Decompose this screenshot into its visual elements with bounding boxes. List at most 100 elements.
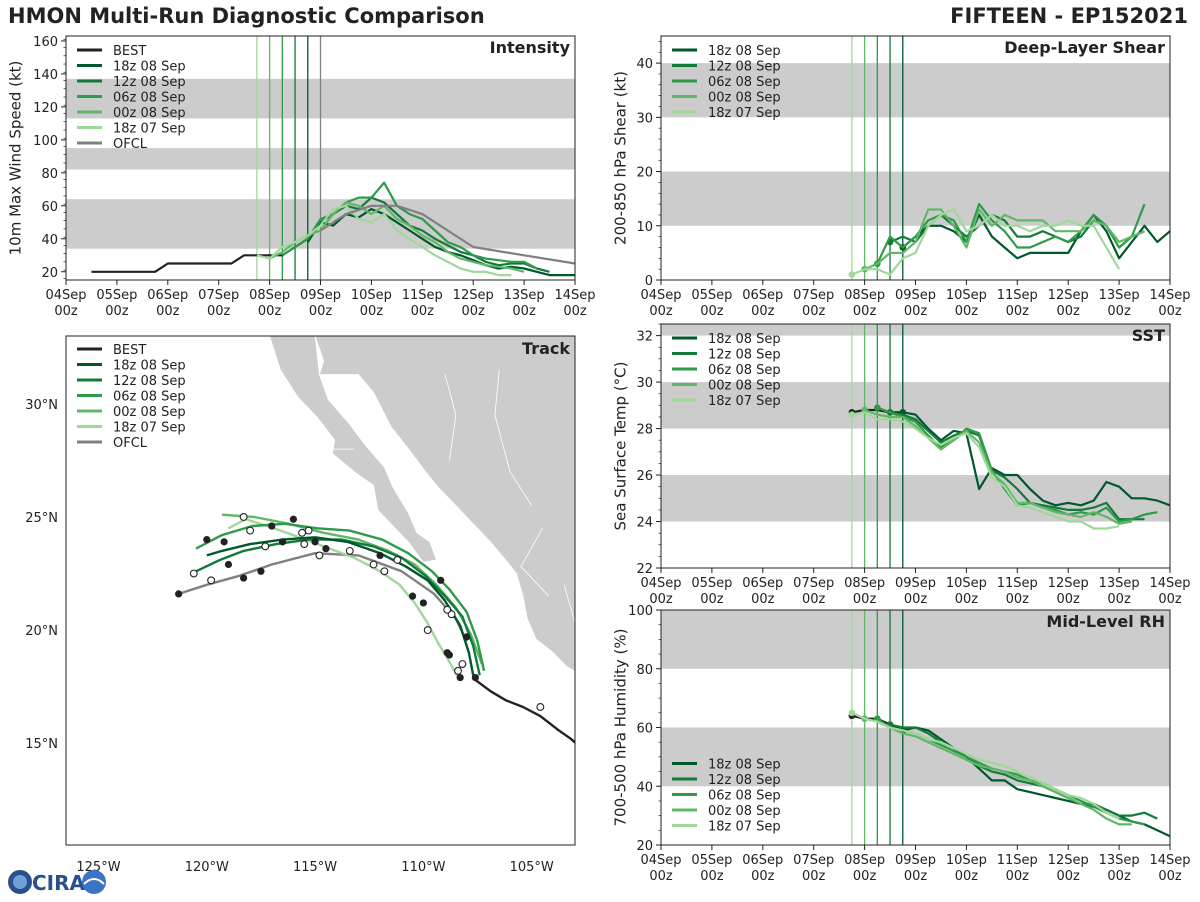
x-tick-label: 06Sep xyxy=(147,288,188,303)
x-tick-label: 04Sep xyxy=(45,288,86,303)
track-marker-filled xyxy=(175,590,183,598)
x-tick-label: 12Sep xyxy=(453,288,494,303)
x-tick-label: 14Sep xyxy=(554,288,595,303)
x-tick-label: 00z xyxy=(904,592,928,607)
x-tick-label: 00z xyxy=(904,869,928,884)
band-1 xyxy=(661,610,1170,669)
lat-tick-label: 15°N xyxy=(25,737,58,752)
x-tick-label: 00z xyxy=(411,304,435,319)
series-18z-07-sep xyxy=(256,204,512,277)
panel-rh: 2040608010004Sep00z05Sep00z06Sep00z07Sep… xyxy=(612,604,1191,884)
y-axis-label: 700-500 hPa Humidity (%) xyxy=(612,628,630,826)
x-tick-label: 07Sep xyxy=(793,853,834,868)
legend-label-18z-07-sep: 18z 07 Sep xyxy=(113,122,186,137)
lon-tick-label: 115°W xyxy=(293,860,337,875)
lon-tick-label: 105°W xyxy=(510,860,554,875)
y-tick-label: 30 xyxy=(636,111,653,126)
x-tick-label: 09Sep xyxy=(895,576,936,591)
track-marker-filled xyxy=(268,522,276,530)
x-tick-label: 00z xyxy=(309,304,333,319)
figure-title: HMON Multi-Run Diagnostic Comparison xyxy=(8,4,485,28)
x-tick-label: 09Sep xyxy=(895,288,936,303)
track-marker-open xyxy=(300,540,309,549)
track-marker-filled xyxy=(376,551,384,560)
y-axis-label: 10m Max Wind Speed (kt) xyxy=(7,61,25,256)
series-00z-08-sep xyxy=(269,201,525,273)
x-tick-label: 00z xyxy=(853,869,877,884)
y-tick-label: 10 xyxy=(636,220,653,235)
x-tick-label: 06Sep xyxy=(742,853,783,868)
storm-id: FIFTEEN - EP152021 xyxy=(950,4,1188,28)
track-06z-08-sep xyxy=(195,522,486,672)
y-tick-label: 22 xyxy=(636,562,653,577)
band-2 xyxy=(661,324,1170,336)
x-tick-label: 11Sep xyxy=(997,576,1038,591)
x-tick-label: 00z xyxy=(853,304,877,319)
x-tick-label: 05Sep xyxy=(691,288,732,303)
track-marker-filled xyxy=(471,673,479,682)
series-start-18z-07-sep xyxy=(848,411,856,418)
track-marker-filled xyxy=(257,567,265,575)
legend-label-06z-08-sep: 06z 08 Sep xyxy=(708,363,781,378)
series-00z-08-sep xyxy=(864,208,1145,271)
y-tick-label: 40 xyxy=(636,57,653,72)
lon-tick-label: 110°W xyxy=(401,860,445,875)
series-12z-08-sep xyxy=(889,723,1158,820)
x-tick-label: 06Sep xyxy=(742,576,783,591)
track-marker-filled xyxy=(443,649,451,657)
y-tick-label: 40 xyxy=(41,233,58,248)
x-tick-label: 10Sep xyxy=(351,288,392,303)
x-tick-label: 04Sep xyxy=(640,288,681,303)
band-0 xyxy=(661,171,1170,226)
lat-tick-label: 20°N xyxy=(25,624,58,639)
x-tick-label: 05Sep xyxy=(691,576,732,591)
track-marker-filled xyxy=(289,515,298,523)
legend-label-12z-08-sep: 12z 08 Sep xyxy=(708,60,781,75)
legend-label-12z-08-sep: 12z 08 Sep xyxy=(113,75,186,90)
x-tick-label: 00z xyxy=(1158,869,1182,884)
track-marker-open xyxy=(454,666,462,675)
x-tick-label: 00z xyxy=(1006,304,1030,319)
track-best xyxy=(474,678,575,745)
x-tick-label: 00z xyxy=(802,592,826,607)
legend-label-18z-08-sep: 18z 08 Sep xyxy=(708,332,781,347)
x-tick-label: 00z xyxy=(1057,304,1081,319)
series-18z-07-sep xyxy=(851,208,1121,276)
track-marker-open xyxy=(246,526,255,535)
track-marker-filled xyxy=(419,599,427,607)
x-tick-label: 00z xyxy=(1006,869,1030,884)
track-marker-open xyxy=(369,560,378,569)
x-tick-label: 13Sep xyxy=(1099,576,1140,591)
x-tick-label: 00z xyxy=(955,869,979,884)
track-marker-open xyxy=(458,660,467,668)
legend-label-00z-08-sep: 00z 08 Sep xyxy=(708,379,781,394)
track-marker-filled xyxy=(224,560,233,569)
panel-sst: 22242628303204Sep00z05Sep00z06Sep00z07Se… xyxy=(612,323,1191,607)
x-tick-label: 00z xyxy=(1158,304,1182,319)
state-border xyxy=(563,584,575,624)
x-tick-label: 00z xyxy=(802,304,826,319)
y-tick-label: 26 xyxy=(636,469,653,484)
x-tick-label: 00z xyxy=(751,592,775,607)
x-tick-label: 13Sep xyxy=(1099,288,1140,303)
series-00z-08-sep xyxy=(864,717,1132,826)
track-marker-filled xyxy=(220,538,228,546)
x-tick-label: 05Sep xyxy=(691,853,732,868)
y-tick-label: 20 xyxy=(41,266,58,281)
x-tick-label: 06Sep xyxy=(742,288,783,303)
track-00z-08-sep xyxy=(221,513,484,665)
panel-intensity: 2040608010012014016004Sep00z05Sep00z06Se… xyxy=(7,35,596,319)
y-tick-label: 28 xyxy=(636,423,653,438)
series-00z-08-sep xyxy=(864,408,1132,525)
y-tick-label: 30 xyxy=(636,376,653,391)
x-tick-label: 00z xyxy=(700,304,724,319)
legend-label-ofcl: OFCL xyxy=(113,436,148,451)
y-tick-label: 20 xyxy=(636,166,653,181)
x-tick-label: 11Sep xyxy=(402,288,443,303)
panel-title: SST xyxy=(1132,326,1165,345)
x-tick-label: 11Sep xyxy=(997,853,1038,868)
plot-frame xyxy=(65,335,576,846)
x-tick-label: 04Sep xyxy=(640,576,681,591)
x-tick-label: 00z xyxy=(156,304,180,319)
